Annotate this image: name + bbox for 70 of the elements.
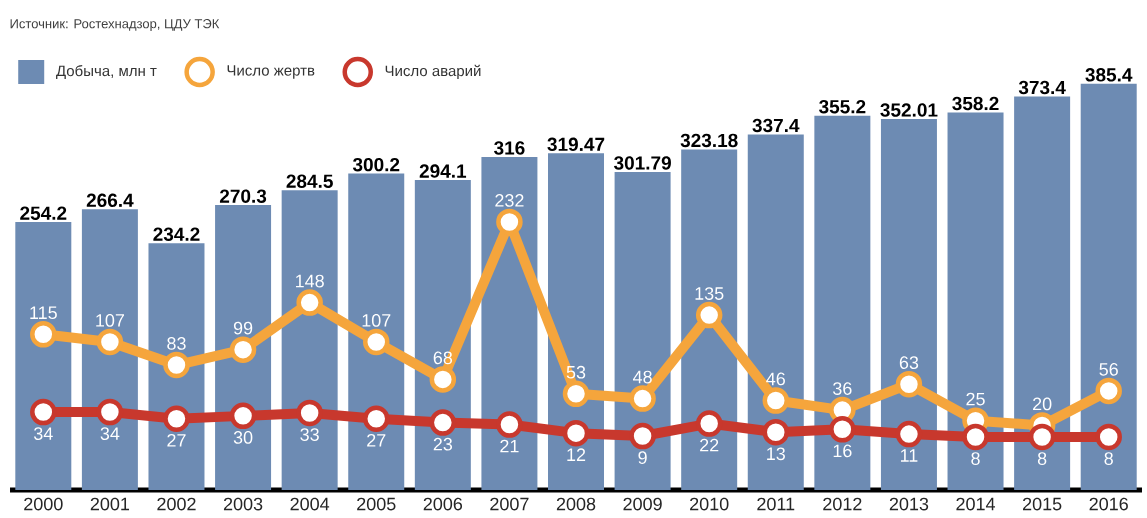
data-label: 27	[167, 433, 186, 447]
legend-label: Добыча, млн т	[56, 65, 157, 79]
data-label: 373.4	[1018, 80, 1066, 95]
data-label: 33	[300, 428, 319, 441]
data-label: 385.4	[1085, 68, 1133, 82]
x-tick-label: 2010	[690, 497, 729, 511]
data-label: 135	[695, 287, 724, 300]
x-tick-label: 2002	[157, 497, 196, 511]
data-label: 48	[632, 370, 652, 384]
data-label: 284.5	[286, 174, 333, 188]
data-label: 25	[966, 392, 985, 406]
data-label: 8	[1037, 452, 1047, 465]
data-label: 99	[233, 321, 253, 335]
x-tick-label: 2015	[1023, 497, 1062, 511]
data-label: 232	[495, 194, 524, 207]
data-label: 294.1	[419, 164, 467, 178]
x-tick-label: 2003	[223, 497, 263, 511]
x-tick-label: 2005	[357, 497, 396, 511]
data-label: 8	[971, 452, 980, 465]
data-label: 9	[638, 451, 647, 464]
data-label: 270.3	[219, 189, 267, 203]
data-label: 83	[167, 337, 186, 350]
data-label: 115	[30, 306, 57, 320]
x-tick-label: 2011	[757, 497, 795, 511]
text: Источник: Ростехнадзор, ЦДУ ТЭК	[10, 19, 220, 31]
data-label: 301.79	[613, 156, 671, 170]
x-tick-label: 2014	[956, 497, 996, 511]
data-label: 352.01	[880, 103, 938, 117]
x-tick-label: 2004	[290, 497, 330, 511]
data-label: 34	[33, 427, 53, 440]
data-label: 11	[900, 449, 918, 462]
data-label: 300.2	[352, 157, 400, 172]
data-label: 56	[1099, 362, 1118, 376]
data-label: 21	[500, 439, 519, 453]
x-tick-label: 2000	[24, 497, 63, 511]
x-tick-label: 2009	[623, 497, 662, 511]
data-label: 107	[362, 314, 391, 327]
data-label: 266.4	[86, 193, 134, 208]
data-label: 13	[767, 447, 785, 461]
data-label: 23	[433, 437, 453, 451]
x-tick-label: 2016	[1089, 497, 1128, 511]
legend-label: Число аварий	[385, 64, 481, 80]
data-label: 12	[567, 448, 586, 461]
data-label: 358.2	[952, 96, 999, 111]
data-label: 319.47	[547, 137, 605, 152]
data-label: 20	[1033, 397, 1052, 411]
data-label: 8	[1104, 452, 1113, 465]
x-tick-label: 2012	[823, 497, 862, 511]
data-label: 34	[100, 427, 120, 440]
data-label: 316	[494, 141, 525, 155]
x-tick-label: 2008	[556, 497, 596, 511]
data-label: 30	[233, 431, 253, 444]
x-tick-label: 2001	[90, 497, 130, 511]
data-label: 323.18	[680, 133, 738, 148]
data-label: 107	[96, 314, 125, 327]
legend-label: Число жертв	[227, 65, 315, 79]
data-label: 254.2	[20, 206, 67, 220]
data-label: 46	[766, 372, 785, 386]
data-label: 337.4	[752, 118, 800, 133]
data-label: 148	[296, 274, 324, 288]
data-label: 355.2	[819, 99, 866, 114]
data-label: 22	[700, 438, 719, 452]
x-tick-label: 2006	[423, 497, 463, 511]
data-label: 27	[367, 433, 386, 447]
data-label: 234.2	[153, 227, 200, 241]
data-label: 63	[899, 356, 919, 369]
x-tick-label: 2007	[490, 497, 529, 511]
x-tick-label: 2013	[889, 497, 929, 511]
data-label: 16	[833, 444, 852, 458]
data-label: 36	[833, 382, 852, 395]
